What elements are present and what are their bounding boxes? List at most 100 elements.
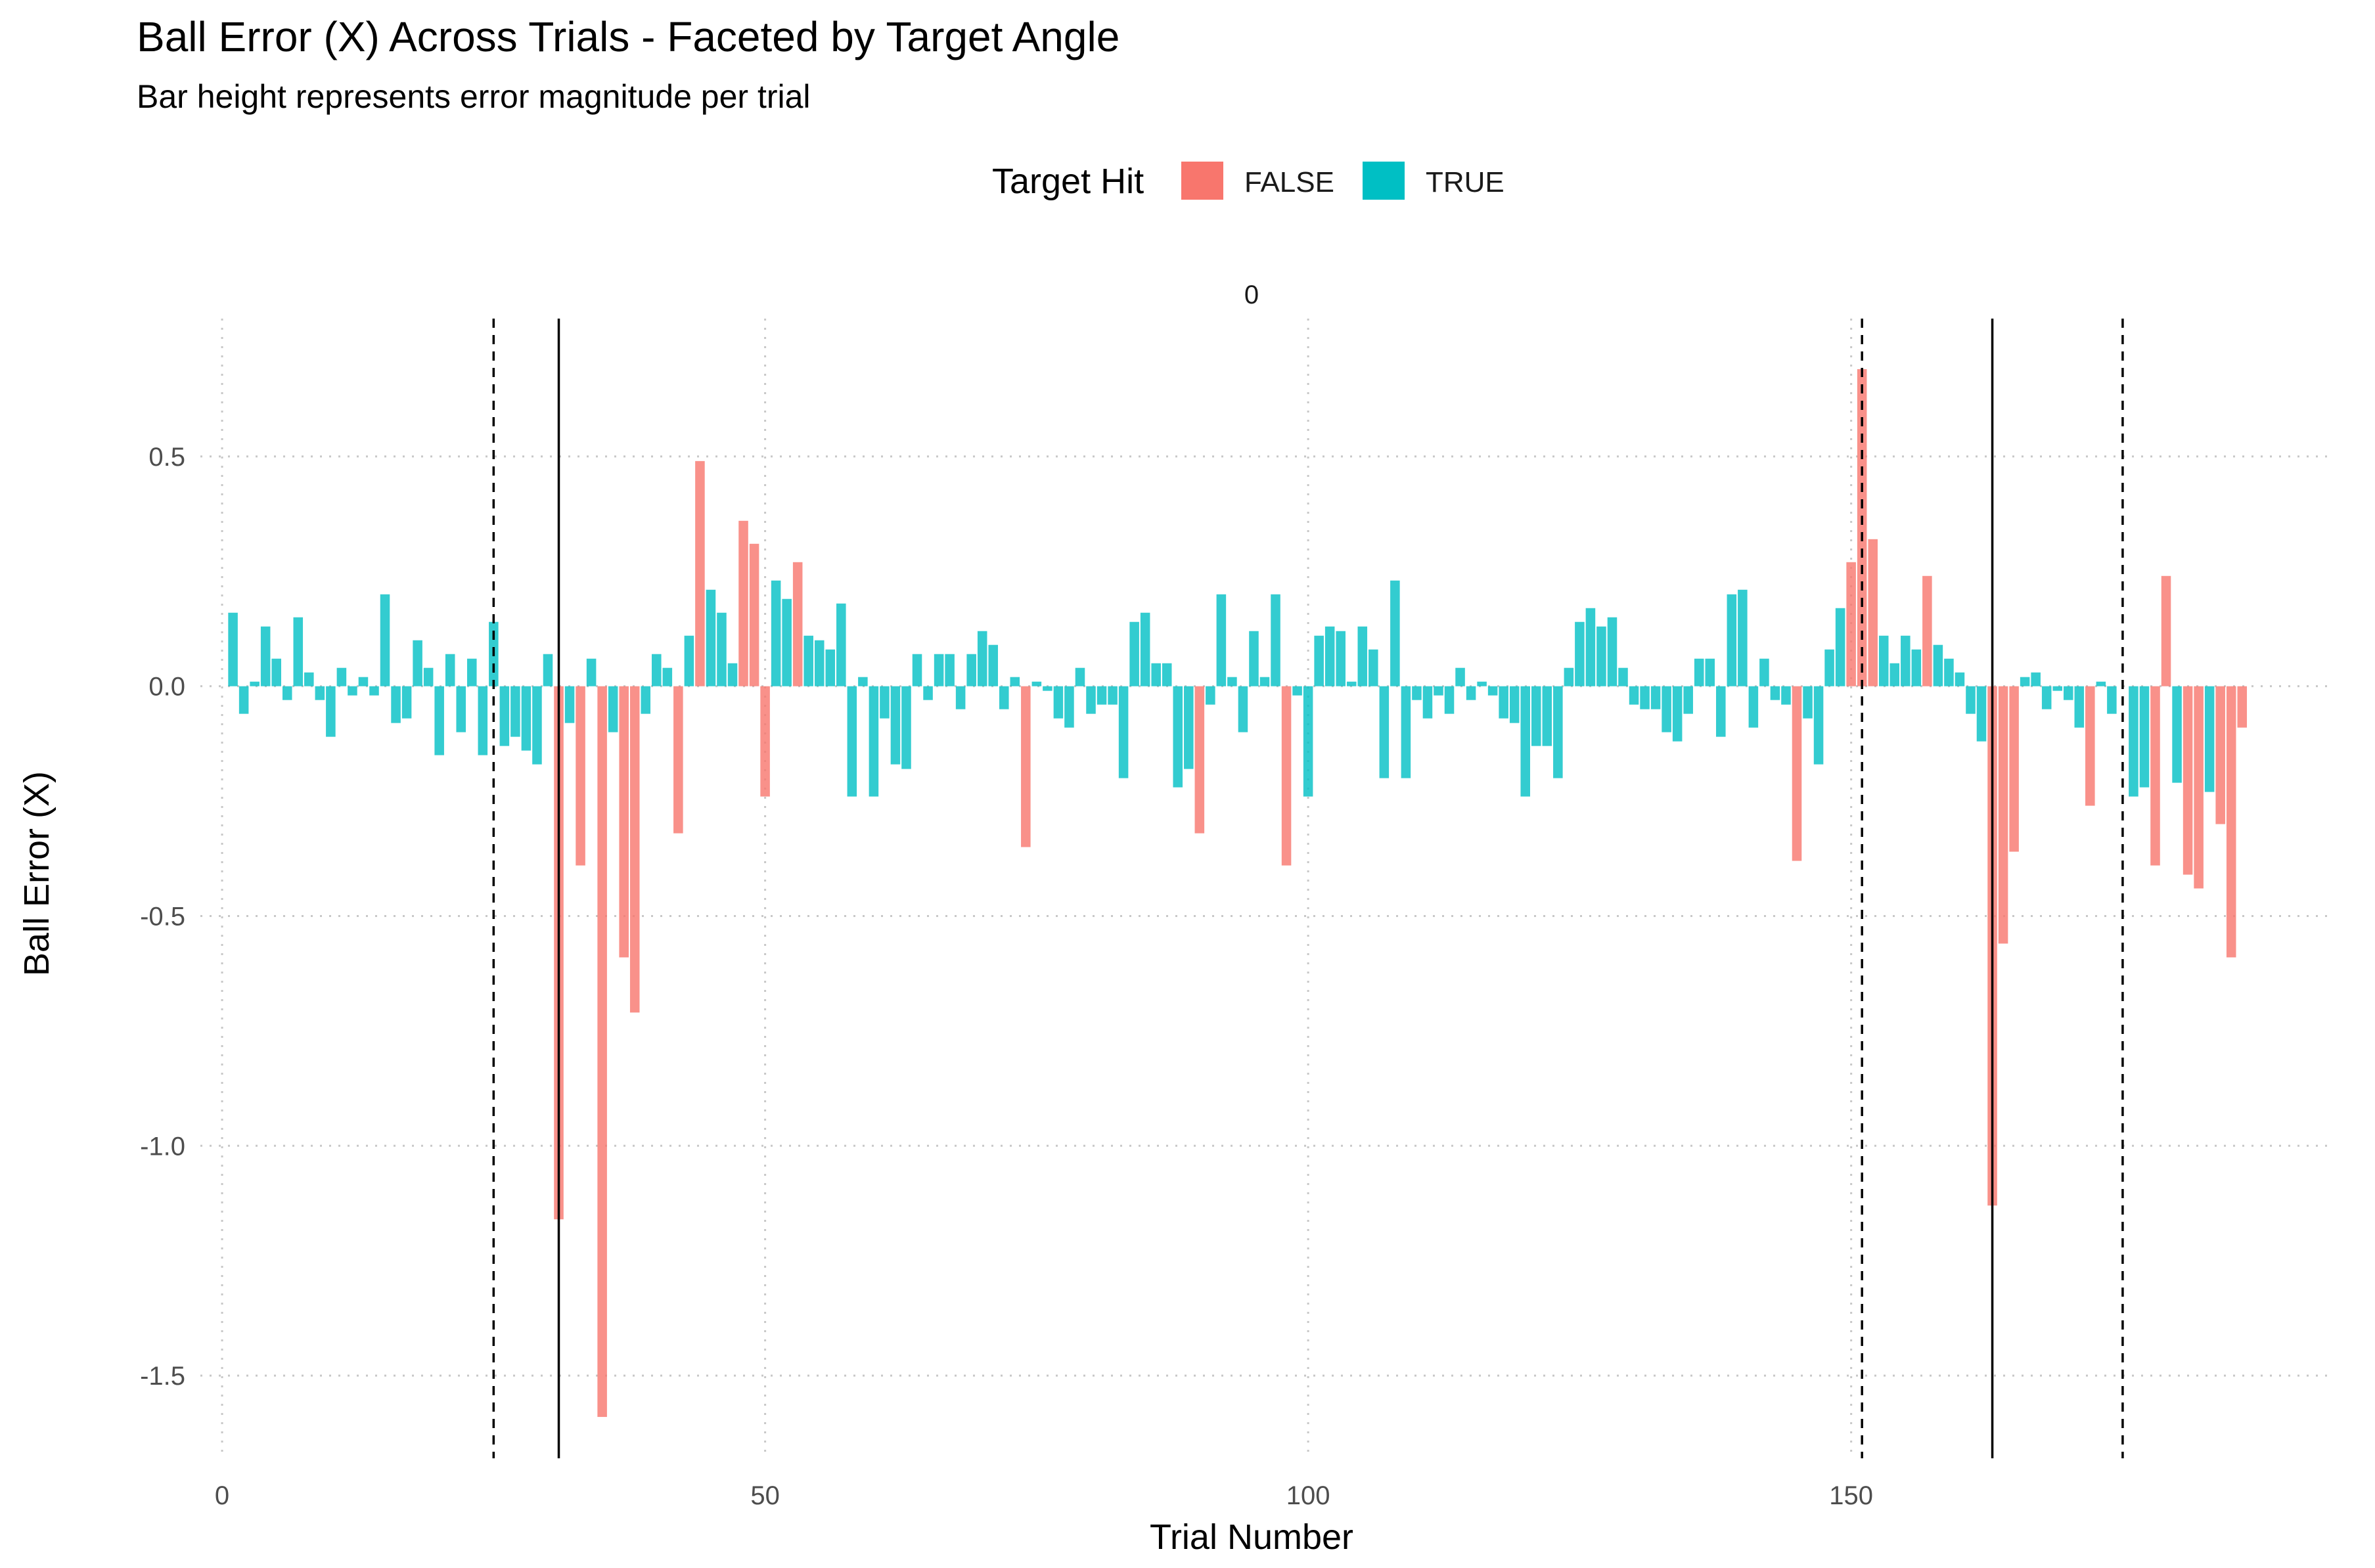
bar-true bbox=[1944, 658, 1954, 686]
bar-true bbox=[1640, 686, 1650, 709]
bar-true bbox=[1346, 681, 1357, 686]
bar-true bbox=[814, 640, 825, 686]
bar-true bbox=[836, 603, 846, 686]
bar-true bbox=[543, 654, 553, 686]
bar-true bbox=[1509, 686, 1520, 723]
bar-true bbox=[999, 686, 1009, 709]
bar-true bbox=[901, 686, 911, 769]
bar-true bbox=[380, 594, 390, 686]
bar-true bbox=[608, 686, 618, 732]
bar-true bbox=[336, 667, 347, 686]
bar-true bbox=[1466, 686, 1476, 700]
bar-true bbox=[1259, 677, 1270, 686]
bar-false bbox=[1868, 539, 1878, 686]
bar-true bbox=[1064, 686, 1074, 728]
bar-true bbox=[923, 686, 933, 700]
bar-true bbox=[1542, 686, 1552, 746]
bar-true bbox=[293, 617, 304, 686]
bar-true bbox=[890, 686, 901, 765]
bar-true bbox=[304, 672, 314, 686]
bar-true bbox=[1976, 686, 1987, 742]
y-tick-label: -0.5 bbox=[140, 902, 185, 931]
bar-false bbox=[1792, 686, 1802, 861]
bar-true bbox=[1097, 686, 1107, 705]
bar-true bbox=[391, 686, 401, 723]
chart-subtitle: Bar height represents error magnitude pe… bbox=[137, 78, 811, 115]
bar-false bbox=[1998, 686, 2008, 944]
bar-true bbox=[1292, 686, 1302, 696]
bar-true bbox=[2107, 686, 2117, 714]
bar-false bbox=[2150, 686, 2160, 866]
bar-true bbox=[2129, 686, 2138, 797]
bar-false bbox=[792, 562, 803, 686]
legend-label-false: FALSE bbox=[1244, 166, 1334, 198]
bar-true bbox=[532, 686, 542, 765]
bar-true bbox=[2063, 686, 2073, 700]
legend: Target Hit FALSE TRUE bbox=[992, 162, 1504, 201]
facet-strip-label: 0 bbox=[1244, 280, 1259, 309]
bar-false bbox=[2226, 686, 2236, 958]
bar-true bbox=[717, 612, 727, 686]
bar-true bbox=[1650, 686, 1661, 709]
x-axis-title: Trial Number bbox=[1150, 1517, 1353, 1557]
bar-true bbox=[1824, 649, 1834, 686]
bar-true bbox=[1477, 681, 1487, 686]
bar-true bbox=[228, 612, 238, 686]
bar-true bbox=[1727, 594, 1737, 686]
x-tick-label: 0 bbox=[215, 1481, 229, 1510]
bar-true bbox=[2172, 686, 2182, 783]
bar-true bbox=[1966, 686, 1976, 714]
y-tick-label: 0.0 bbox=[148, 673, 185, 702]
bar-true bbox=[869, 686, 879, 797]
bar-true bbox=[326, 686, 336, 737]
bar-true bbox=[586, 658, 597, 686]
x-tick-label: 50 bbox=[750, 1481, 780, 1510]
bar-true bbox=[977, 631, 987, 686]
bar-false bbox=[2085, 686, 2095, 806]
bar-true bbox=[1662, 686, 1671, 732]
bar-true bbox=[250, 681, 260, 686]
bar-true bbox=[1607, 617, 1617, 686]
bar-true bbox=[1531, 686, 1541, 746]
bar-true bbox=[1422, 686, 1433, 719]
x-tick-label: 150 bbox=[1829, 1481, 1873, 1510]
bar-true bbox=[1933, 644, 1943, 686]
bar-false bbox=[1846, 562, 1856, 686]
bar-true bbox=[1271, 594, 1280, 686]
bar-true bbox=[238, 686, 249, 714]
bar-false bbox=[695, 460, 705, 686]
x-axis-ticks: 0 50 100 150 bbox=[215, 1481, 1873, 1510]
bar-true bbox=[1564, 667, 1574, 686]
bar-true bbox=[1086, 686, 1096, 714]
bar-true bbox=[1140, 612, 1150, 686]
bar-true bbox=[684, 635, 694, 686]
bar-true bbox=[1324, 626, 1335, 686]
bar-true bbox=[2031, 672, 2041, 686]
bars bbox=[228, 369, 2248, 1418]
bar-true bbox=[847, 686, 857, 797]
bar-true bbox=[1520, 686, 1531, 797]
bar-true bbox=[2204, 686, 2215, 792]
bar-true bbox=[1889, 663, 1900, 686]
bar-true bbox=[499, 686, 510, 746]
bar-true bbox=[2041, 686, 2052, 709]
bar-false bbox=[2215, 686, 2225, 824]
bar-true bbox=[1781, 686, 1791, 705]
bar-true bbox=[510, 686, 520, 737]
bar-true bbox=[706, 589, 716, 686]
bar-true bbox=[1216, 594, 1227, 686]
bar-true bbox=[1716, 686, 1726, 737]
bar-true bbox=[955, 686, 966, 709]
bar-true bbox=[2020, 677, 2030, 686]
bar-true bbox=[1738, 589, 1748, 686]
bar-true bbox=[945, 654, 955, 686]
legend-title: Target Hit bbox=[992, 162, 1144, 201]
bar-true bbox=[1379, 686, 1390, 778]
bar-true bbox=[348, 686, 357, 696]
bar-true bbox=[1053, 686, 1064, 719]
bar-true bbox=[1705, 658, 1715, 686]
bar-true bbox=[1162, 663, 1172, 686]
bar-true bbox=[1901, 635, 1911, 686]
bar-true bbox=[456, 686, 466, 732]
bar-true bbox=[1412, 686, 1422, 700]
